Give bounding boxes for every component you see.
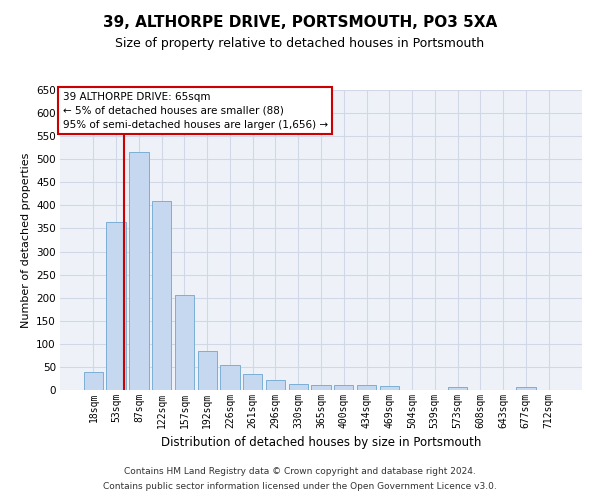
Text: Contains public sector information licensed under the Open Government Licence v3: Contains public sector information licen…	[103, 482, 497, 491]
Text: 39, ALTHORPE DRIVE, PORTSMOUTH, PO3 5XA: 39, ALTHORPE DRIVE, PORTSMOUTH, PO3 5XA	[103, 15, 497, 30]
Bar	[266, 380, 285, 390]
Bar	[220, 364, 239, 390]
Bar	[516, 387, 536, 390]
Bar	[334, 386, 353, 390]
Bar	[84, 372, 103, 390]
Bar	[357, 386, 376, 390]
Text: Size of property relative to detached houses in Portsmouth: Size of property relative to detached ho…	[115, 38, 485, 51]
X-axis label: Distribution of detached houses by size in Portsmouth: Distribution of detached houses by size …	[161, 436, 481, 450]
Bar	[175, 296, 194, 390]
Bar	[289, 384, 308, 390]
Bar	[448, 387, 467, 390]
Bar	[106, 222, 126, 390]
Bar	[197, 351, 217, 390]
Text: Contains HM Land Registry data © Crown copyright and database right 2024.: Contains HM Land Registry data © Crown c…	[124, 467, 476, 476]
Bar	[311, 386, 331, 390]
Bar	[243, 374, 262, 390]
Bar	[129, 152, 149, 390]
Bar	[380, 386, 399, 390]
Text: 39 ALTHORPE DRIVE: 65sqm
← 5% of detached houses are smaller (88)
95% of semi-de: 39 ALTHORPE DRIVE: 65sqm ← 5% of detache…	[62, 92, 328, 130]
Y-axis label: Number of detached properties: Number of detached properties	[20, 152, 31, 328]
Bar	[152, 201, 172, 390]
